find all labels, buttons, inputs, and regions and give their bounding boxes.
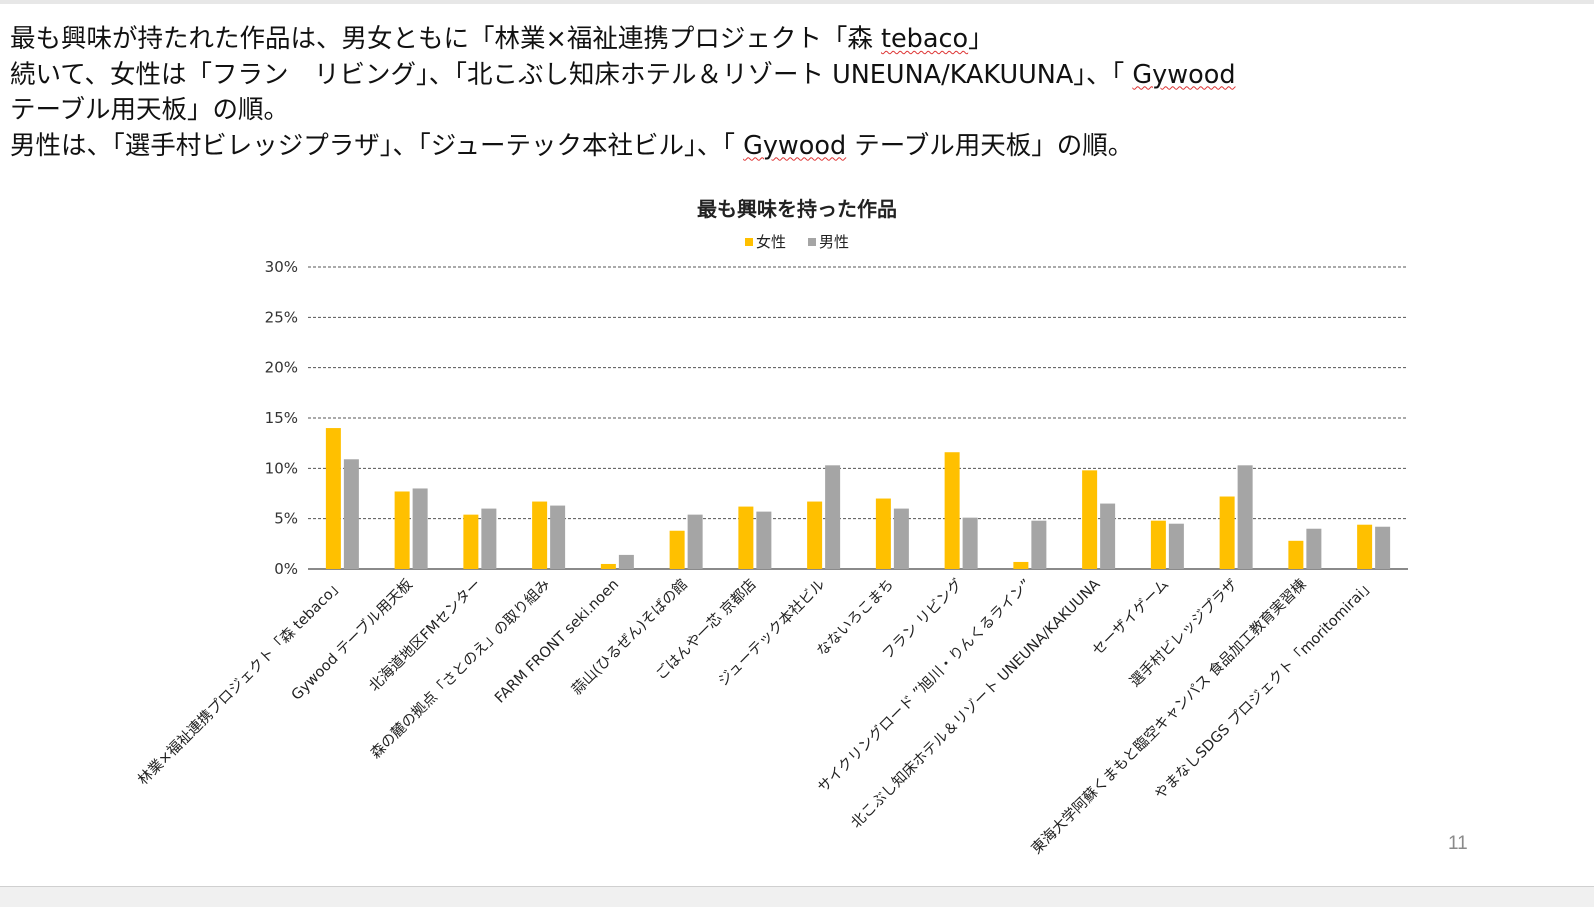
bar-female bbox=[1288, 540, 1304, 569]
legend-label-female: 女性 bbox=[755, 233, 786, 251]
y-tick-label: 10% bbox=[265, 459, 298, 477]
bar-female bbox=[875, 498, 891, 569]
legend-item-male: 男性 bbox=[808, 231, 849, 252]
summary-text-part: 最も興味が持たれた作品は、男女ともに「林業×福祉連携プロジェクト「森 bbox=[10, 24, 881, 54]
bar-male bbox=[550, 505, 566, 569]
summary-text-part: 続いて、女性は「フラン リビング」、「北こぶし知床ホテル＆リゾート UNEUNA… bbox=[10, 59, 1133, 90]
y-tick-label: 25% bbox=[265, 308, 298, 326]
bar-female bbox=[532, 501, 548, 569]
summary-line: 最も興味が持たれた作品は、男女ともに「林業×福祉連携プロジェクト「森 tebac… bbox=[10, 22, 1570, 58]
summary-line: テーブル用天板」の順。 bbox=[10, 93, 1570, 129]
bar-male bbox=[1306, 528, 1322, 569]
bar-male bbox=[1100, 503, 1116, 569]
bar-male bbox=[343, 459, 359, 569]
bar-female bbox=[463, 514, 479, 569]
bar-female bbox=[944, 452, 960, 569]
page-number: 11 bbox=[1448, 833, 1468, 854]
bar-male bbox=[825, 465, 841, 569]
legend-label-male: 男性 bbox=[819, 233, 850, 251]
legend-swatch-female bbox=[744, 237, 753, 246]
bar-male bbox=[1031, 520, 1047, 569]
x-category-label: 蒜山(ひるぜん)そばの館 bbox=[568, 576, 691, 699]
summary-line: 男性は、「選手村ビレッジプラザ」、「ジューテック本社ビル」、「 Gywood テ… bbox=[10, 129, 1570, 165]
x-category-label: FARM FRONT seki.noen bbox=[492, 577, 622, 707]
summary-text-part: テーブル用天板」の順。 bbox=[10, 95, 289, 125]
slide-summary-text: 最も興味が持たれた作品は、男女ともに「林業×福祉連携プロジェクト「森 tebac… bbox=[10, 22, 1570, 164]
y-tick-label: 5% bbox=[274, 510, 298, 528]
bar-male bbox=[687, 514, 703, 569]
bar-male bbox=[1237, 465, 1253, 569]
y-tick-label: 0% bbox=[274, 560, 298, 578]
bar-male bbox=[412, 488, 428, 569]
bar-male bbox=[1375, 526, 1391, 569]
legend-item-female: 女性 bbox=[744, 231, 786, 252]
y-tick-label: 30% bbox=[265, 258, 298, 276]
summary-text-part: 男性は、「選手村ビレッジプラザ」、「ジューテック本社ビル」、「 bbox=[10, 130, 744, 161]
x-category-label: Gywood テーブル用天板 bbox=[287, 575, 416, 704]
bar-female bbox=[807, 501, 823, 569]
spellcheck-word: tebaco bbox=[880, 24, 969, 54]
bar-female bbox=[669, 530, 685, 569]
bar-female bbox=[1219, 496, 1235, 569]
x-category-label: 北海道地区FMセンター bbox=[366, 576, 485, 695]
slide-top-border bbox=[0, 0, 1594, 4]
bar-female bbox=[600, 563, 616, 569]
legend-swatch-male bbox=[808, 237, 816, 246]
summary-text-part: テーブル用天板」の順。 bbox=[846, 130, 1134, 161]
bar-female bbox=[1150, 520, 1166, 569]
bar-female bbox=[1013, 561, 1029, 569]
bar-female bbox=[738, 506, 754, 569]
summary-text-part: 」 bbox=[968, 24, 994, 54]
bar-female bbox=[394, 491, 410, 569]
bar-female bbox=[325, 428, 341, 569]
x-category-label: 北こぶし知床ホテル＆リゾート UNEUNA/KAKUUNA bbox=[848, 576, 1104, 832]
y-tick-label: 15% bbox=[265, 409, 298, 427]
slide-bottom-border bbox=[0, 886, 1594, 907]
y-tick-label: 20% bbox=[265, 359, 298, 377]
bar-male bbox=[756, 511, 772, 569]
bar-male bbox=[893, 508, 909, 569]
bar-male bbox=[618, 554, 634, 569]
chart-legend: 女性 男性 bbox=[0, 231, 1594, 252]
spellcheck-word: Gywood bbox=[1132, 59, 1236, 90]
bar-male bbox=[481, 508, 497, 569]
bar-female bbox=[1357, 524, 1373, 569]
chart-title: 最も興味を持った作品 bbox=[697, 197, 897, 221]
bar-male bbox=[962, 517, 978, 569]
summary-line: 続いて、女性は「フラン リビング」、「北こぶし知床ホテル＆リゾート UNEUNA… bbox=[10, 58, 1570, 94]
spellcheck-word: Gywood bbox=[743, 130, 847, 161]
bar-female bbox=[1082, 470, 1098, 569]
bar-male bbox=[1168, 523, 1184, 569]
